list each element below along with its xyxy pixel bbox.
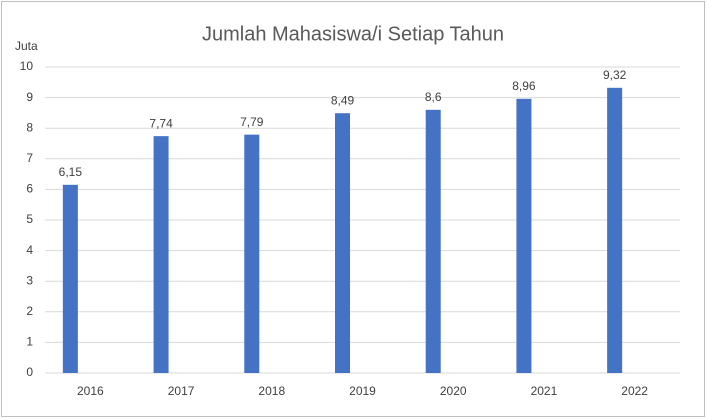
bar bbox=[516, 98, 532, 373]
bar bbox=[607, 87, 623, 374]
bar bbox=[335, 113, 350, 374]
data-label: 9,32 bbox=[603, 68, 627, 82]
data-label: 7,79 bbox=[240, 115, 264, 129]
x-tick-label: 2016 bbox=[77, 384, 104, 398]
data-label: 6,15 bbox=[59, 165, 83, 179]
bar bbox=[62, 184, 78, 373]
x-tick-label: 2017 bbox=[168, 384, 195, 398]
y-tick-label: 3 bbox=[26, 273, 33, 287]
y-tick-label: 2 bbox=[26, 304, 33, 318]
x-tick-label: 2018 bbox=[258, 384, 285, 398]
y-tick-label: 4 bbox=[26, 243, 33, 257]
bar bbox=[153, 136, 169, 373]
y-tick-label: 5 bbox=[26, 212, 33, 226]
bar bbox=[425, 109, 441, 373]
y-tick-label: 0 bbox=[26, 365, 33, 379]
y-tick-label: 9 bbox=[26, 90, 33, 104]
chart-title: Jumlah Mahasiswa/i Setiap Tahun bbox=[202, 23, 504, 45]
data-label: 8,96 bbox=[512, 79, 536, 93]
x-tick-label: 2021 bbox=[531, 384, 558, 398]
y-tick-label: 1 bbox=[26, 335, 33, 349]
data-label: 8,6 bbox=[425, 90, 442, 104]
x-tick-label: 2020 bbox=[440, 384, 467, 398]
y-tick-label: 6 bbox=[26, 182, 33, 196]
y-tick-label: 8 bbox=[26, 120, 33, 134]
data-label: 7,74 bbox=[149, 116, 173, 130]
x-tick-label: 2022 bbox=[621, 384, 648, 398]
y-axis-label: Juta bbox=[15, 39, 38, 53]
y-tick-label: 10 bbox=[20, 59, 34, 73]
x-tick-label: 2019 bbox=[349, 384, 376, 398]
y-tick-label: 7 bbox=[26, 151, 33, 165]
data-label: 8,49 bbox=[331, 93, 355, 107]
bar bbox=[244, 134, 260, 373]
